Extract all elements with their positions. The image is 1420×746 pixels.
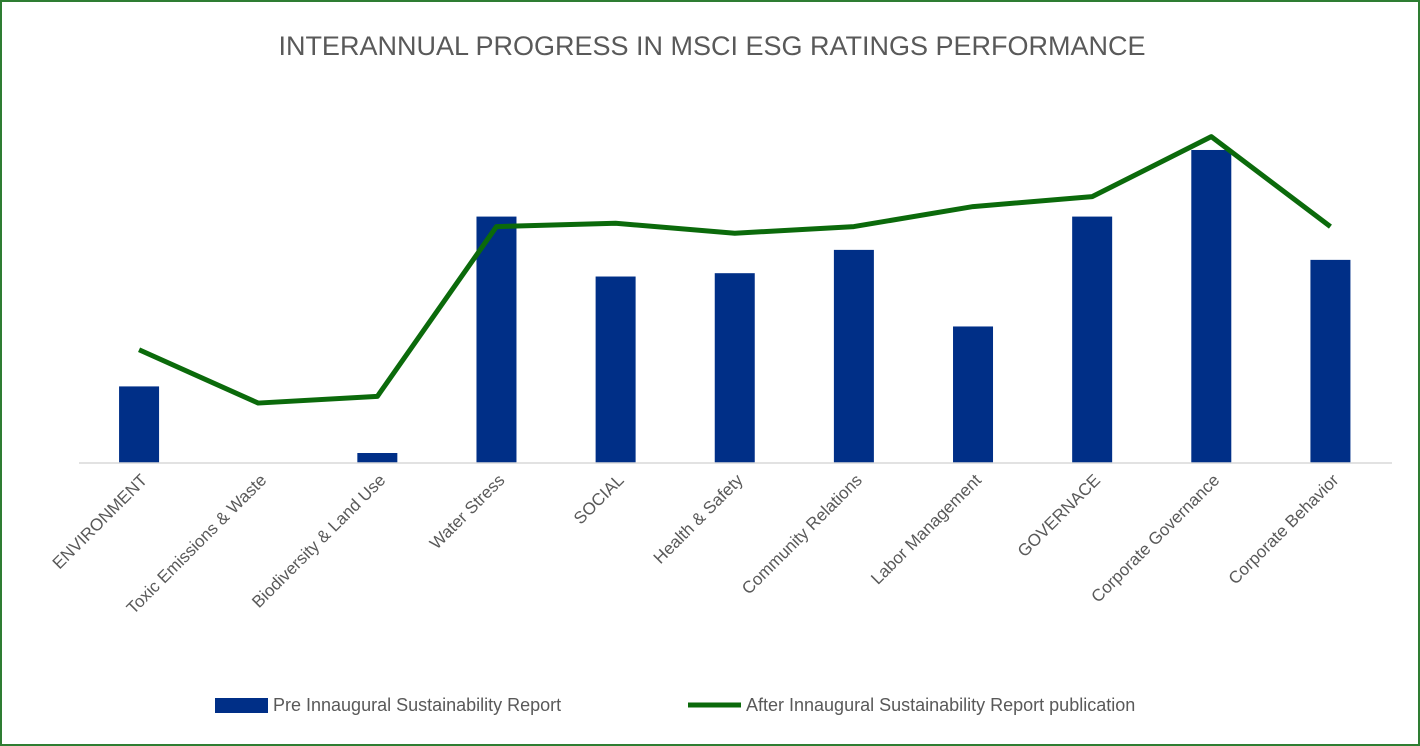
legend-label: After Innaugural Sustainability Report p… [746,695,1135,715]
bar [595,276,636,463]
legend-swatch [215,698,268,713]
legend-label: Pre Innaugural Sustainability Report [273,695,561,715]
bar [833,249,874,463]
bar [119,386,160,463]
bar [953,326,994,463]
bar [357,453,398,463]
bar [1072,216,1113,463]
bar [1191,149,1232,464]
chart-title: INTERANNUAL PROGRESS IN MSCI ESG RATINGS… [278,31,1145,61]
bar [714,273,755,463]
line-series [138,134,1332,406]
bar [1310,259,1351,463]
bar [476,216,517,463]
